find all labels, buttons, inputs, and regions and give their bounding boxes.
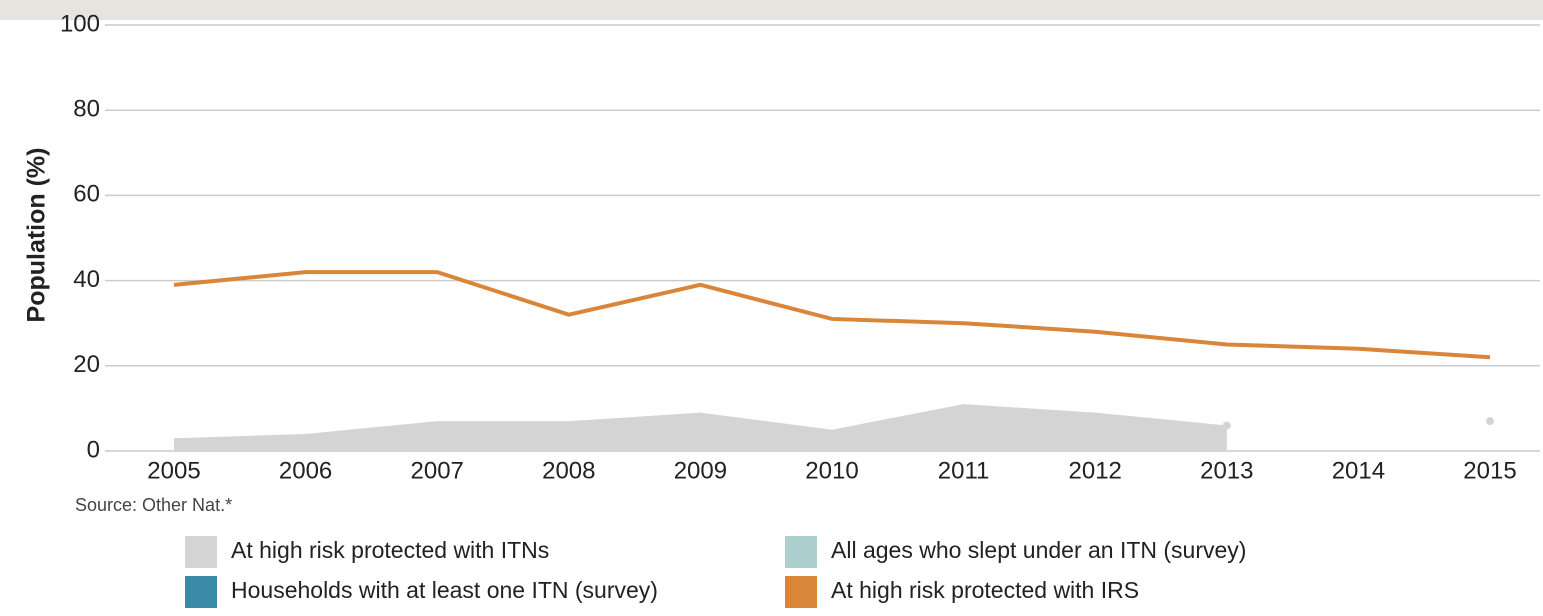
legend-label: All ages who slept under an ITN (survey) — [831, 537, 1246, 563]
legend-label: At high risk protected with ITNs — [231, 537, 549, 563]
point — [1486, 417, 1494, 426]
x-tick-label: 2014 — [1332, 457, 1385, 484]
y-tick-label: 40 — [73, 266, 100, 293]
top-band — [0, 0, 1543, 20]
y-tick-label: 20 — [73, 351, 100, 378]
x-tick-label: 2008 — [542, 457, 595, 484]
x-tick-label: 2006 — [279, 457, 332, 484]
legend-swatch — [785, 576, 817, 608]
y-axis-label: Population (%) — [23, 148, 51, 323]
y-tick-label: 80 — [73, 96, 100, 123]
source: Source: Other Nat.* — [75, 495, 232, 515]
legend-label: At high risk protected with IRS — [831, 577, 1139, 603]
x-tick-label: 2005 — [147, 457, 200, 484]
x-tick-label: 2007 — [411, 457, 464, 484]
x-tick-label: 2010 — [805, 457, 858, 484]
legend-swatch — [185, 536, 217, 568]
x-tick-label: 2011 — [938, 457, 990, 484]
x-tick-label: 2015 — [1463, 457, 1516, 484]
legend-label: Households with at least one ITN (survey… — [231, 577, 658, 603]
x-tick-label: 2013 — [1200, 457, 1253, 484]
y-tick-label: 100 — [60, 10, 100, 37]
x-tick-label: 2009 — [674, 457, 727, 484]
line — [173, 270, 1491, 360]
y-tick-label: 60 — [73, 181, 100, 208]
legend-swatch — [185, 576, 217, 608]
y-tick-label: 0 — [87, 436, 100, 463]
legend-swatch — [785, 536, 817, 568]
x-tick-label: 2012 — [1069, 457, 1122, 484]
area — [174, 404, 1227, 451]
point — [1222, 421, 1231, 430]
